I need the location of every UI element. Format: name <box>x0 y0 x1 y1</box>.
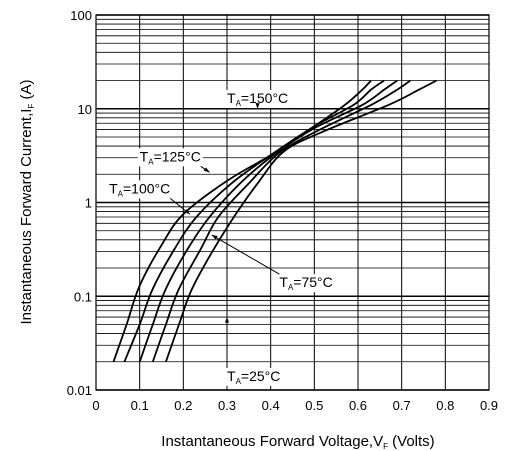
label-arrow-head <box>224 317 230 323</box>
curve-labels: TA=150°C TA=125°C TA=100°C TA=75°C TA=25°C <box>107 90 335 386</box>
y-tick-label: 0.1 <box>74 289 92 304</box>
label-arrow-line <box>211 234 280 275</box>
plot-frame <box>95 14 490 391</box>
x-tick-label: 0.5 <box>305 398 323 413</box>
x-tick-label: 0.7 <box>393 398 411 413</box>
y-tick-label: 10 <box>78 102 92 117</box>
curve-label-4: TA=25°C <box>225 367 283 386</box>
curve-label-2: TA=100°C <box>107 180 173 199</box>
curve-label-text: TA=75°C <box>279 274 332 292</box>
curve-label-text: TA=100°C <box>109 180 170 198</box>
series-line-2 <box>138 79 398 363</box>
x-tick-label: 0.1 <box>131 398 149 413</box>
x-tick-label: 0.8 <box>436 398 454 413</box>
series-line-3 <box>151 79 411 363</box>
label-arrow-head <box>255 103 260 109</box>
x-tick-label: 0.3 <box>218 398 236 413</box>
curve-label-text: TA=25°C <box>227 368 280 386</box>
curve-label-text: TA=125°C <box>140 148 201 166</box>
series-line-4 <box>165 79 438 363</box>
y-axis-title: Instantaneous Forward Current,IF (A) <box>18 79 36 324</box>
curve-label-3: TA=75°C <box>277 274 335 293</box>
x-tick-label: 0.2 <box>174 398 192 413</box>
curve-label-0: TA=150°C <box>225 90 291 109</box>
label-arrow-head <box>184 209 190 215</box>
x-tick-label: 0.6 <box>349 398 367 413</box>
x-axis-title: Instantaneous Forward Voltage,VF (Volts) <box>161 433 434 451</box>
label-arrow-head <box>211 235 218 240</box>
y-tick-label: 100 <box>70 8 92 23</box>
label-arrow-head <box>203 167 210 173</box>
series-curves <box>112 79 438 363</box>
y-tick-label: 0.01 <box>67 383 92 398</box>
series-line-1 <box>123 79 385 363</box>
grid <box>95 14 490 391</box>
curve-label-text: TA=150°C <box>227 90 288 108</box>
y-tick-label: 1 <box>85 196 92 211</box>
y-axis-ticks: 0.01 0.1 1 10 100 <box>67 8 92 398</box>
curve-label-1: TA=125°C <box>137 148 203 167</box>
series-line-0 <box>112 79 372 363</box>
x-tick-label: 0.9 <box>480 398 498 413</box>
x-tick-label: 0 <box>92 398 99 413</box>
x-tick-label: 0.4 <box>262 398 280 413</box>
x-axis-ticks: 0 0.1 0.2 0.3 0.4 0.5 0.6 0.7 0.8 0.9 <box>92 398 498 413</box>
